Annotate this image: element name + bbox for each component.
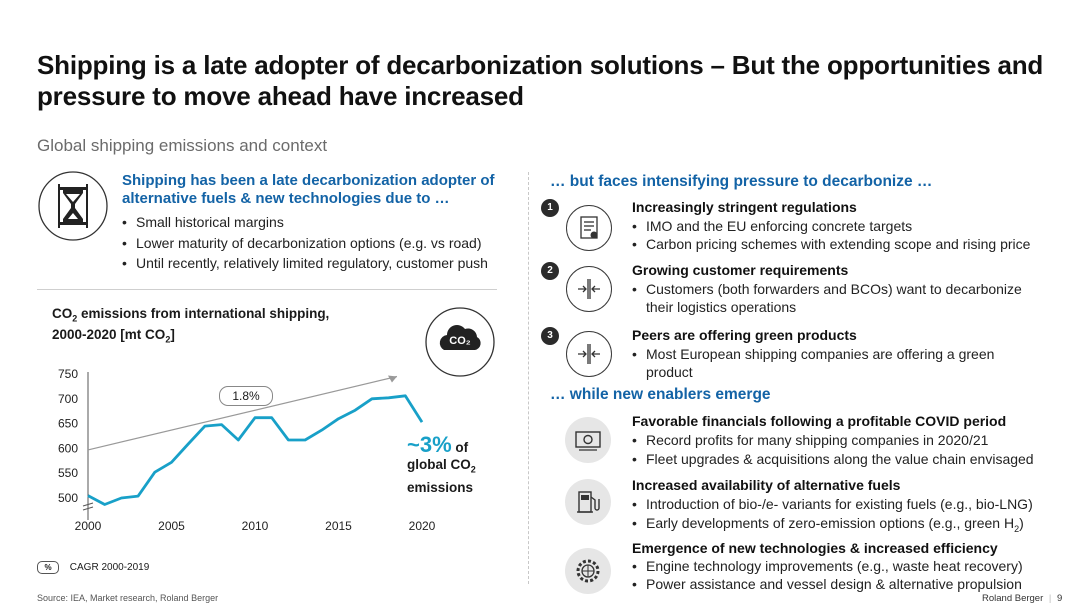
- page-title: Shipping is a late adopter of decarboniz…: [37, 50, 1044, 111]
- series-line: [87, 394, 424, 506]
- global-share-line2: global CO: [407, 457, 471, 472]
- x-tick-label: 2005: [158, 519, 185, 533]
- legend: % CAGR 2000-2019: [37, 561, 149, 574]
- y-tick-label: 600: [58, 441, 78, 455]
- global-share-callout: ~3% of global CO2 emissions: [407, 434, 497, 496]
- enabler-title: Favorable financials following a profita…: [632, 413, 1007, 429]
- footer-brand: Roland Berger | 9: [982, 593, 1062, 604]
- enabler-icon-circle: [565, 479, 611, 525]
- enabler-bullet: Introduction of bio-/e- variants for exi…: [632, 495, 1062, 514]
- pressure-number: 1: [541, 199, 559, 217]
- y-tick-label: 700: [58, 392, 78, 406]
- pressure-heading: … but faces intensifying pressure to dec…: [550, 173, 933, 190]
- pressure-icon-circle: [566, 331, 612, 377]
- legend-text: CAGR 2000-2019: [69, 562, 150, 573]
- y-tick-label: 550: [58, 466, 78, 480]
- global-share-of: of: [455, 440, 469, 455]
- global-share-line3: emissions: [407, 479, 474, 495]
- enabler-bullet-text: Early developments of zero-emission opti…: [646, 515, 1015, 531]
- pressure-bullet: IMO and the EU enforcing concrete target…: [632, 217, 1052, 235]
- column-divider: [528, 172, 530, 584]
- x-tick-label: 2010: [242, 519, 269, 533]
- co2-badge-label: CO₂: [449, 335, 471, 347]
- pressure-bullet: Customers (both forwarders and BCOs) wan…: [632, 280, 1042, 316]
- fuel-pump-icon: [577, 491, 600, 513]
- enabler-title: Emergence of new technologies & increase…: [632, 540, 998, 556]
- page-number: 9: [1057, 593, 1063, 604]
- left-heading: Shipping has been a late decarbonization…: [122, 172, 495, 207]
- left-divider: [37, 289, 497, 290]
- compress-arrows-icon: [578, 344, 600, 364]
- enabler-heading: … while new enablers emerge: [550, 386, 771, 403]
- hourglass-icon: [38, 171, 108, 241]
- enabler-bullet-sub: 2: [1014, 523, 1020, 534]
- chart-title-line2: 2000-2020 [mt CO: [52, 326, 166, 342]
- source-note: Source: IEA, Market research, Roland Ber…: [37, 593, 219, 603]
- regulation-document-icon: [580, 216, 598, 239]
- pressure-title: Increasingly stringent regulations: [632, 199, 857, 215]
- y-tick-label: 750: [58, 367, 78, 381]
- chart-title: CO2 emissions from international shippin…: [52, 306, 372, 347]
- pressure-title: Peers are offering green products: [632, 327, 857, 343]
- enabler-bullets: Introduction of bio-/e- variants for exi…: [632, 495, 1062, 539]
- x-tick-label: 2020: [409, 519, 436, 533]
- chart-title-co: CO: [52, 306, 73, 321]
- trend-line: [87, 375, 398, 451]
- banknote-icon: [575, 431, 601, 451]
- pressure-number: 3: [541, 327, 559, 345]
- legend-symbol: %: [37, 561, 59, 574]
- enabler-icon-circle: [565, 417, 611, 463]
- co2-cloud-icon: [425, 307, 495, 377]
- pressure-icon-circle: [566, 266, 612, 312]
- gear-globe-icon: [576, 559, 600, 583]
- pressure-bullet: Carbon pricing schemes with extending sc…: [632, 235, 1052, 253]
- left-bullets: Small historical margins Lower maturity …: [122, 212, 512, 274]
- left-bullet: Lower maturity of decarbonization option…: [122, 233, 512, 254]
- footer-separator: |: [1048, 593, 1052, 604]
- left-bullet: Until recently, relatively limited regul…: [122, 253, 512, 274]
- chart-title-sub: 2: [165, 334, 171, 345]
- emissions-line-chart: 500 550 600 650 700 750 2000 2005 2010 2015 2020: [58, 367, 436, 533]
- compress-arrows-icon: [578, 279, 600, 299]
- chart-title-line1: emissions from international shipping,: [81, 306, 330, 321]
- enabler-bullets: Record profits for many shipping compani…: [632, 431, 1052, 469]
- hourglass-icon-circle: [37, 170, 109, 242]
- co2-cloud-icon-wrap: CO₂: [424, 306, 496, 378]
- enabler-bullet: Fleet upgrades & acquisitions along the …: [632, 450, 1052, 469]
- left-bullet: Small historical margins: [122, 212, 512, 233]
- enabler-bullet: Engine technology improvements (e.g., wa…: [632, 557, 1052, 575]
- x-tick-label: 2000: [75, 519, 102, 533]
- axis-break-mark: [82, 502, 94, 507]
- pressure-bullets: IMO and the EU enforcing concrete target…: [632, 217, 1052, 253]
- enabler-bullet-tail: ): [1019, 515, 1024, 531]
- page-subtitle: Global shipping emissions and context: [37, 136, 328, 155]
- axis-break-mark: [82, 506, 94, 511]
- pressure-bullets: Customers (both forwarders and BCOs) wan…: [632, 280, 1042, 316]
- pressure-bullet: Most European shipping companies are off…: [632, 345, 1012, 381]
- x-tick-label: 2015: [325, 519, 352, 533]
- enabler-icon-circle: [565, 548, 611, 594]
- chart-title-bracket: ]: [170, 326, 175, 342]
- pressure-number: 2: [541, 262, 559, 280]
- enabler-bullets: Engine technology improvements (e.g., wa…: [632, 557, 1052, 593]
- trend-arrowhead: [387, 375, 397, 383]
- y-tick-label: 500: [58, 491, 78, 505]
- enabler-title: Increased availability of alternative fu…: [632, 477, 901, 493]
- enabler-bullet: Record profits for many shipping compani…: [632, 431, 1052, 450]
- pressure-title: Growing customer requirements: [632, 262, 849, 278]
- global-share-value: ~3%: [407, 432, 452, 457]
- enabler-bullet: Power assistance and vessel design & alt…: [632, 575, 1052, 593]
- global-share-sub: 2: [470, 464, 476, 475]
- enabler-bullet: Early developments of zero-emission opti…: [632, 514, 1062, 539]
- pressure-icon-circle: [566, 205, 612, 251]
- cagr-label: 1.8%: [219, 386, 273, 406]
- pressure-bullets: Most European shipping companies are off…: [632, 345, 1012, 381]
- y-tick-label: 650: [58, 417, 78, 431]
- chart-title-sub: 2: [72, 313, 78, 324]
- brand-name: Roland Berger: [982, 593, 1044, 604]
